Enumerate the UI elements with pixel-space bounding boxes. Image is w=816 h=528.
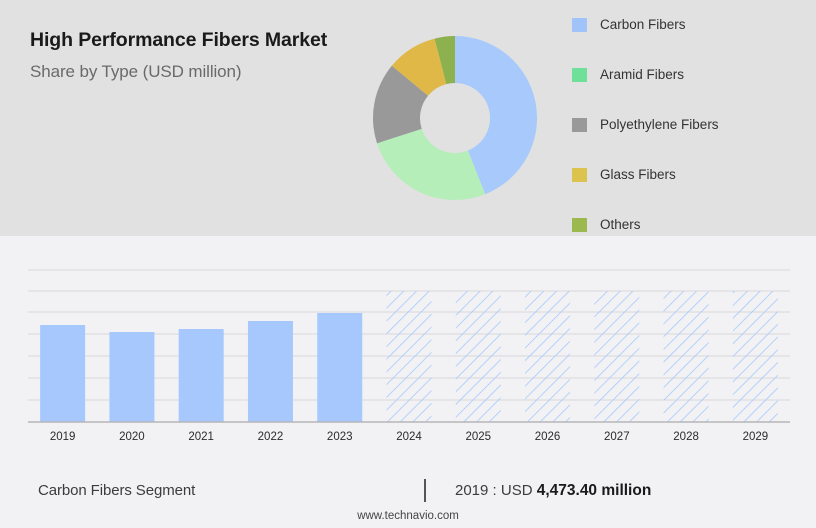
legend-item-label: Others [600,217,641,232]
legend-item-polyethylene-fibers[interactable]: Polyethylene Fibers [572,112,802,162]
footer-url: www.technavio.com [357,510,459,522]
legend-swatch-icon [572,218,587,232]
x-axis-label-2027: 2027 [604,431,630,443]
legend-swatch-icon [572,168,587,182]
donut-chart-svg [373,36,537,200]
forecast-bar-2026[interactable] [525,291,571,422]
donut-slice-aramid-fibers[interactable] [377,128,486,200]
footer-value-prefix: 2019 : USD [455,482,533,499]
donut-chart [355,18,555,218]
bar-chart-svg [28,269,790,423]
donut-slice-carbon-fibers[interactable] [455,36,537,195]
bar-2023[interactable] [317,313,363,422]
bar-series [40,291,778,422]
legend-item-aramid-fibers[interactable]: Aramid Fibers [572,62,802,112]
legend-item-label: Polyethylene Fibers [600,117,719,132]
legend-item-label: Glass Fibers [600,167,676,182]
bar-chart: 2019 2020 2021 2022 2023 2024 2025 2026 2027 2028… [0,236,816,462]
forecast-bar-2025[interactable] [455,291,501,422]
page-title: High Performance Fibers Market [30,29,328,51]
x-axis-label-2026: 2026 [534,431,561,443]
bar-2022[interactable] [247,321,293,422]
x-axis-label-2019: 2019 [49,431,76,443]
footer-divider [424,479,426,502]
footer: Carbon Fibers Segment 2019 : USD 4,473.4… [0,462,816,528]
forecast-bar-2029[interactable] [732,291,778,422]
chart-legend: Carbon Fibers Aramid Fibers Polyethylene… [572,12,802,262]
footer-segment-label: Carbon Fibers Segment [38,482,196,499]
x-axis-label-2028: 2028 [673,431,699,443]
page-subtitle: Share by Type (USD million) [30,62,242,81]
bar-2021[interactable] [178,329,224,422]
x-axis-label-2024: 2024 [396,431,422,443]
legend-item-glass-fibers[interactable]: Glass Fibers [572,162,802,212]
bar-2019[interactable] [40,325,86,422]
x-axis-label-2023: 2023 [326,431,353,443]
donut-slice-glass-fibers[interactable] [391,38,447,96]
legend-swatch-icon [572,18,587,32]
header-band: High Performance Fibers Market Share by … [0,0,816,236]
forecast-bar-2028[interactable] [663,291,709,422]
donut-slice-others[interactable] [434,36,455,85]
forecast-bar-2024[interactable] [386,291,432,422]
donut-slice-polyethylene-fibers[interactable] [373,65,429,144]
x-axis-label-2029: 2029 [742,431,769,443]
legend-item-label: Carbon Fibers [600,17,686,32]
x-axis-label-2025: 2025 [465,431,492,443]
footer-value: 2019 : USD 4,473.40 million [455,482,651,500]
bar-2020[interactable] [109,332,155,422]
legend-swatch-icon [572,68,587,82]
forecast-bar-2027[interactable] [594,291,640,422]
legend-item-carbon-fibers[interactable]: Carbon Fibers [572,12,802,62]
x-axis-label-2020: 2020 [119,431,145,443]
footer-value-amount: 4,473.40 million [536,482,652,499]
legend-item-others[interactable]: Others [572,212,802,262]
legend-swatch-icon [572,118,587,132]
legend-item-label: Aramid Fibers [600,67,685,82]
x-axis-label-2022: 2022 [257,431,284,443]
x-axis-label-2021: 2021 [188,431,214,443]
